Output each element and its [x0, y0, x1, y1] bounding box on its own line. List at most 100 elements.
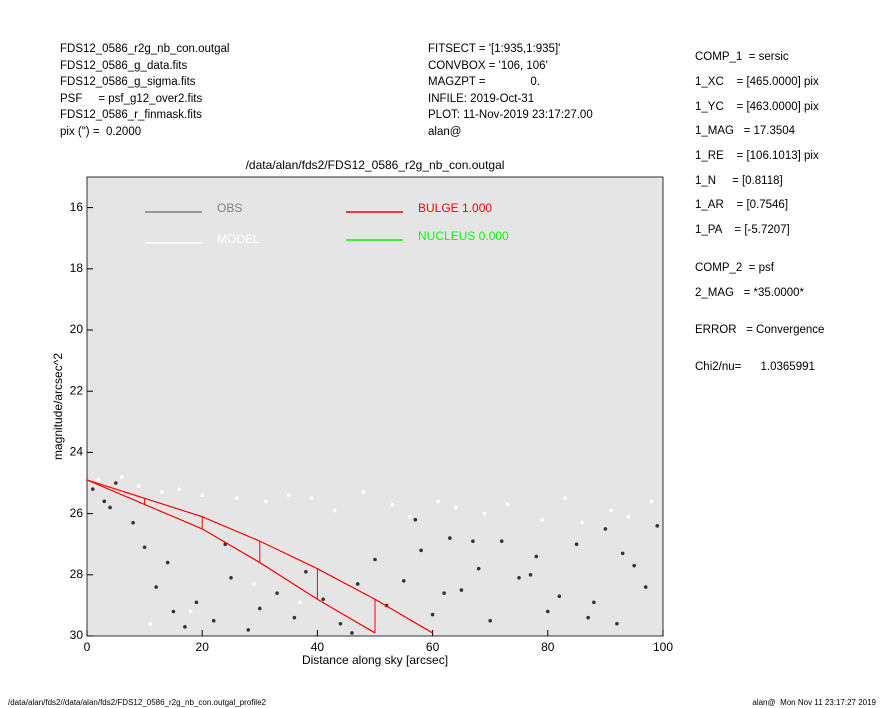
data-point — [304, 569, 308, 574]
data-point — [459, 588, 464, 592]
data-point — [275, 591, 279, 595]
plot-area — [86, 176, 664, 637]
data-point — [137, 484, 141, 488]
data-point — [108, 505, 112, 510]
data-point — [321, 597, 325, 602]
header-text: INFILE: 2019-Oct-31 — [428, 92, 535, 105]
data-point — [476, 566, 481, 571]
y-tick-label: 26 — [70, 506, 84, 520]
legend-label: OBS — [217, 201, 242, 215]
x-tick-label: 20 — [196, 640, 210, 654]
legend-label: BULGE 1.000 — [418, 201, 492, 215]
data-point — [194, 600, 199, 605]
data-point — [528, 573, 533, 577]
data-point — [119, 475, 124, 479]
header-text: FDS12_0586_g_sigma.fits — [60, 76, 196, 88]
data-point — [546, 609, 550, 614]
legend-label: MODEL — [217, 232, 260, 246]
data-point — [482, 511, 487, 516]
fit-parameter: 1_AR = [0.7546] — [695, 199, 789, 211]
data-point — [574, 542, 579, 546]
y-axis-label: magnitude/arcsec^2 — [51, 353, 65, 460]
x-tick-label: 60 — [426, 640, 440, 654]
data-point — [540, 517, 544, 522]
data-point — [609, 508, 613, 513]
x-tick-label: 40 — [311, 640, 325, 654]
data-point — [563, 496, 567, 501]
fit-parameter: 1_YC = [463.0000] pix — [695, 101, 819, 113]
data-point — [292, 615, 297, 620]
data-point — [471, 539, 475, 543]
data-point — [626, 514, 631, 519]
data-point — [361, 490, 366, 494]
data-point — [258, 606, 262, 611]
data-point — [615, 621, 619, 626]
data-point — [298, 600, 302, 605]
data-point — [177, 487, 181, 491]
data-point — [338, 621, 343, 626]
x-tick-label: 0 — [84, 640, 91, 654]
data-point — [263, 499, 268, 504]
fit-parameter: 1_PA = [-5.7207] — [695, 224, 790, 236]
header-text: PLOT: 11-Nov-2019 23:17:27.00 — [428, 109, 593, 121]
footer-text: alan@ Mon Nov 11 23:17:27 2019 — [752, 698, 876, 707]
data-point — [643, 585, 648, 589]
data-point — [131, 520, 135, 525]
fit-parameter: 2_MAG = *35.0000* — [695, 287, 805, 299]
data-point — [413, 517, 418, 522]
chart-title: /data/alan/fds2/FDS12_0586_r2g_nb_con.ou… — [246, 158, 505, 172]
header-text: alan@ — [428, 125, 462, 138]
data-point — [448, 536, 452, 540]
data-point — [234, 496, 239, 501]
data-point — [407, 514, 412, 519]
x-tick-label: 100 — [653, 640, 673, 654]
header-text: CONVBOX = '106, 106' — [428, 59, 548, 72]
fit-parameter: Chi2/nu= 1.0365991 — [695, 361, 815, 373]
data-point — [436, 499, 441, 504]
fit-parameter: 1_XC = [465.0000] pix — [695, 76, 819, 88]
data-point — [148, 621, 153, 626]
data-point — [165, 560, 170, 565]
data-point — [517, 576, 521, 580]
data-point — [200, 493, 204, 498]
footer-text: /data/alan/fds2//data/alan/fds2/FDS12_05… — [8, 698, 266, 707]
data-point — [114, 481, 118, 485]
bulge-edge — [86, 479, 433, 634]
data-point — [229, 576, 233, 580]
y-tick-label: 20 — [70, 322, 84, 336]
fit-parameter: COMP_2 = psf — [695, 262, 774, 274]
x-tick-label: 80 — [541, 640, 555, 654]
y-tick-label: 28 — [70, 567, 84, 581]
data-point — [90, 487, 95, 491]
data-point — [557, 594, 562, 599]
header-text: FDS12_0586_r2g_nb_con.outgal — [60, 43, 230, 55]
y-tick-label: 16 — [70, 200, 84, 214]
data-point — [649, 499, 654, 504]
y-tick-label: 30 — [70, 628, 84, 642]
data-point — [142, 545, 147, 550]
data-point — [419, 548, 423, 553]
fit-parameter: ERROR = Convergence — [695, 324, 825, 336]
header-text: FITSECT = '[1:935,1:935]' — [428, 43, 561, 55]
data-point — [246, 628, 251, 632]
fit-parameter: COMP_1 = sersic — [695, 51, 789, 63]
fit-parameter: 1_RE = [106.1013] pix — [695, 150, 819, 162]
header-text: pix (") = 0.2000 — [60, 125, 142, 138]
header-text: FDS12_0586_g_data.fits — [60, 59, 188, 72]
data-point — [183, 625, 187, 629]
legend-label: NUCLEUS 0.000 — [418, 229, 509, 243]
data-point — [505, 502, 510, 507]
data-point — [580, 520, 585, 525]
data-point — [488, 618, 493, 623]
fit-parameter: 1_MAG = 17.3504 — [695, 125, 796, 137]
data-point — [355, 582, 360, 586]
bulge-edge — [86, 479, 376, 634]
header-text: PSF = psf_g12_over2.fits — [60, 92, 203, 105]
fit-parameter: 1_N = [0.8118] — [695, 175, 783, 187]
x-axis-label: Distance along sky [arcsec] — [302, 653, 448, 667]
data-point — [655, 524, 660, 528]
data-point — [373, 557, 377, 562]
data-point — [286, 493, 291, 498]
